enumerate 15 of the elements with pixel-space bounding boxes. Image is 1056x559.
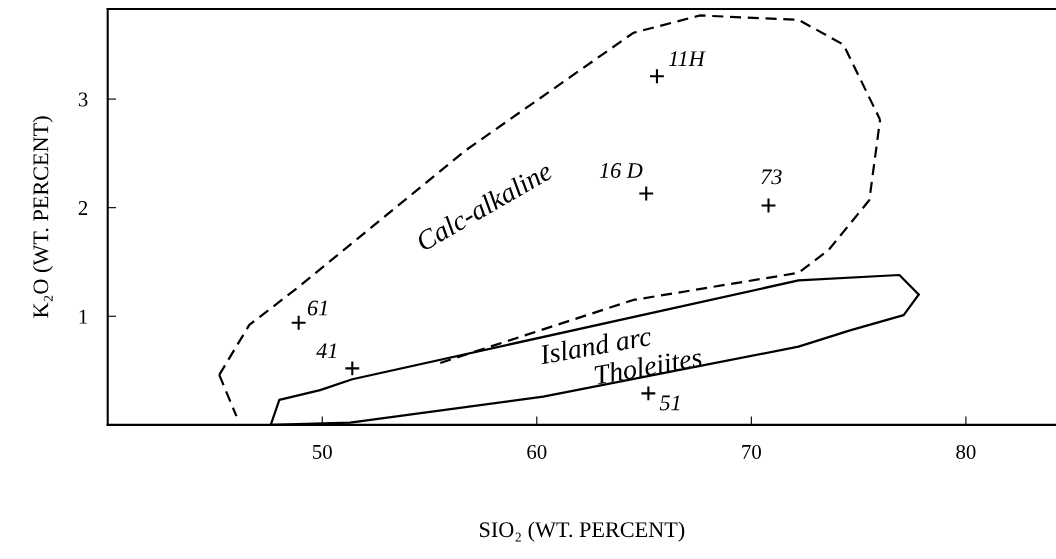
annotation: 61 <box>307 300 327 316</box>
annotation: 51 <box>659 395 680 411</box>
y-tick-label: 3 <box>78 92 88 107</box>
x-axis-title: SIO₂ (WT. PERCENT) <box>479 521 685 542</box>
annotation: 73 <box>761 169 782 185</box>
y-tick-label: 2 <box>78 201 88 215</box>
y-tick-label: 1 <box>79 309 88 324</box>
annotation: 11H <box>668 51 706 66</box>
annotation: 16 D <box>599 162 643 178</box>
y-axis-title: K₂O (WT. PERCENT) <box>32 116 53 318</box>
x-tick-label: 50 <box>313 444 332 459</box>
x-tick-label: 80 <box>956 444 976 459</box>
annotation: 41 <box>316 343 337 359</box>
x-tick-label: 60 <box>527 444 547 459</box>
x-tick-label: 70 <box>742 444 761 459</box>
